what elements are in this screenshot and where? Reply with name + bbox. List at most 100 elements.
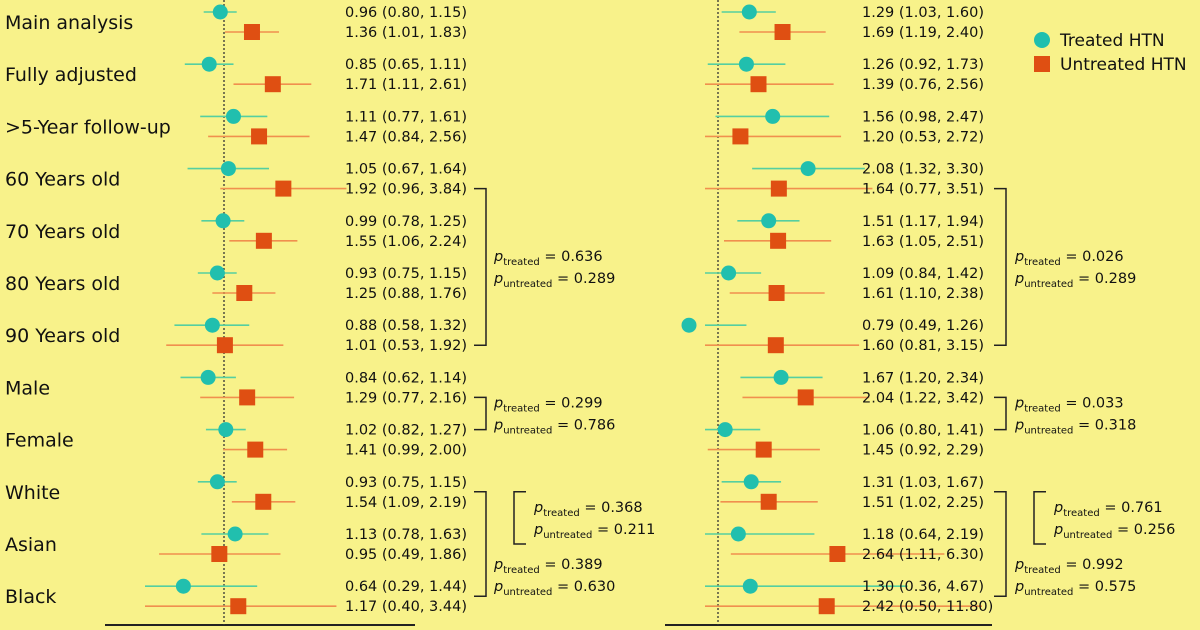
treated-estimate-label: 0.88 (0.58, 1.32) — [345, 318, 467, 334]
legend-untreated-label: Untreated HTN — [1060, 55, 1187, 75]
p-value-untreated: puntreated = 0.786 — [493, 418, 615, 437]
group-bracket — [474, 396, 487, 431]
row-label: Black — [5, 586, 56, 608]
untreated-estimate-label: 1.45 (0.92, 2.29) — [862, 443, 984, 459]
treated-point — [743, 474, 759, 490]
row-label: 60 Years old — [5, 169, 120, 191]
untreated-estimate-label: 2.04 (1.22, 3.42) — [862, 390, 984, 406]
untreated-point — [770, 232, 787, 249]
treated-estimate-label: 1.30 (0.36, 4.67) — [862, 579, 984, 595]
panel-left: 0.96 (0.80, 1.15) 0.85 (0.65, 1.11) 1.11 (… — [105, 0, 655, 626]
treated-point — [209, 474, 225, 490]
treated-estimate-label: 1.05 (0.67, 1.64) — [345, 162, 467, 178]
panel-right: 1.29 (1.03, 1.60) 1.26 (0.92, 1.73) 1.56 (… — [665, 0, 1175, 626]
p-value-treated: ptreated = 0.368 — [533, 500, 643, 519]
treated-point — [209, 265, 225, 281]
treated-estimate-label: 1.06 (0.80, 1.41) — [862, 423, 984, 439]
treated-point — [681, 317, 697, 333]
row-label: Fully adjusted — [5, 64, 137, 86]
untreated-estimate-label: 1.69 (1.19, 2.40) — [862, 25, 984, 41]
group-bracket — [994, 491, 1007, 597]
untreated-estimate-label: 1.55 (1.06, 2.24) — [345, 234, 467, 250]
p-value-treated: ptreated = 0.761 — [1053, 500, 1163, 519]
untreated-estimate-label: 1.36 (1.01, 1.83) — [345, 25, 467, 41]
row-label: 70 Years old — [5, 221, 120, 243]
forest-panels: 0.96 (0.80, 1.15) 0.85 (0.65, 1.11) 1.11 (… — [105, 0, 1175, 626]
p-value-untreated: puntreated = 0.575 — [1014, 579, 1136, 598]
treated-estimate-label: 0.79 (0.49, 1.26) — [862, 318, 984, 334]
untreated-point — [255, 493, 272, 510]
treated-point — [765, 108, 781, 124]
legend-treated-label: Treated HTN — [1059, 31, 1165, 51]
untreated-estimate-label: 1.60 (0.81, 3.15) — [862, 338, 984, 354]
treated-estimate-label: 1.13 (0.78, 1.63) — [345, 527, 467, 543]
untreated-point — [829, 546, 846, 562]
row-label: Asian — [5, 534, 57, 556]
treated-estimate-label: 1.09 (0.84, 1.42) — [862, 266, 984, 282]
untreated-estimate-label: 1.51 (1.02, 2.25) — [862, 495, 984, 511]
treated-point — [800, 161, 816, 177]
untreated-point — [216, 337, 233, 354]
untreated-estimate-label: 1.17 (0.40, 3.44) — [345, 599, 467, 615]
treated-estimate-label: 0.93 (0.75, 1.15) — [345, 266, 467, 282]
treated-point — [225, 108, 241, 124]
treated-point — [201, 56, 217, 72]
untreated-point — [211, 546, 228, 562]
p-value-untreated: puntreated = 0.289 — [1014, 271, 1136, 290]
untreated-estimate-label: 1.01 (0.53, 1.92) — [345, 338, 467, 354]
row-label: 80 Years old — [5, 273, 120, 295]
treated-estimate-label: 1.11 (0.77, 1.61) — [345, 109, 467, 125]
treated-point — [741, 4, 757, 20]
treated-point — [773, 369, 789, 385]
treated-estimate-label: 0.84 (0.62, 1.14) — [345, 370, 467, 386]
untreated-point — [767, 337, 784, 354]
treated-point — [227, 526, 243, 542]
untreated-point — [760, 493, 777, 510]
row-label: Main analysis — [5, 12, 133, 34]
untreated-estimate-label: 1.54 (1.09, 2.19) — [345, 495, 467, 511]
untreated-point — [774, 24, 791, 40]
treated-estimate-label: 0.85 (0.65, 1.11) — [345, 57, 467, 73]
untreated-estimate-label: 1.29 (0.77, 2.16) — [345, 390, 467, 406]
group-bracket — [994, 187, 1007, 346]
group-bracket — [474, 491, 487, 597]
legend: Treated HTN Untreated HTN — [1034, 31, 1187, 75]
untreated-point — [255, 232, 272, 249]
row-label: >5-Year follow-up — [5, 116, 171, 138]
untreated-estimate-label: 1.92 (0.96, 3.84) — [345, 182, 467, 198]
treated-estimate-label: 0.93 (0.75, 1.15) — [345, 475, 467, 491]
untreated-point — [768, 285, 785, 301]
treated-point — [212, 4, 228, 20]
untreated-point — [251, 128, 268, 145]
p-value-untreated: puntreated = 0.289 — [493, 271, 615, 290]
untreated-point — [239, 389, 256, 406]
untreated-estimate-label: 1.64 (0.77, 3.51) — [862, 182, 984, 198]
treated-point — [218, 422, 234, 438]
untreated-point — [230, 598, 247, 615]
row-label: 90 Years old — [5, 325, 120, 347]
row-label: Male — [5, 377, 50, 399]
untreated-estimate-label: 1.25 (0.88, 1.76) — [345, 286, 467, 302]
group-bracket — [1033, 491, 1046, 545]
untreated-estimate-label: 1.39 (0.76, 2.56) — [862, 77, 984, 93]
untreated-estimate-label: 2.42 (0.50, 11.80) — [862, 599, 993, 615]
group-bracket — [513, 491, 526, 545]
treated-point — [730, 526, 746, 542]
untreated-point — [770, 180, 787, 197]
treated-estimate-label: 0.64 (0.29, 1.44) — [345, 579, 467, 595]
p-value-untreated: puntreated = 0.256 — [1053, 522, 1175, 541]
p-value-treated: ptreated = 0.636 — [493, 249, 603, 268]
p-value-treated: ptreated = 0.389 — [493, 557, 603, 576]
untreated-point — [243, 24, 260, 40]
untreated-estimate-label: 2.64 (1.11, 6.30) — [862, 547, 984, 563]
treated-estimate-label: 1.26 (0.92, 1.73) — [862, 57, 984, 73]
treated-estimate-label: 1.56 (0.98, 2.47) — [862, 109, 984, 125]
treated-point — [200, 369, 216, 385]
treated-estimate-label: 2.08 (1.32, 3.30) — [862, 162, 984, 178]
p-value-untreated: puntreated = 0.318 — [1014, 418, 1136, 437]
treated-point — [215, 213, 231, 229]
treated-point — [175, 578, 191, 594]
treated-estimate-label: 1.51 (1.17, 1.94) — [862, 214, 984, 230]
